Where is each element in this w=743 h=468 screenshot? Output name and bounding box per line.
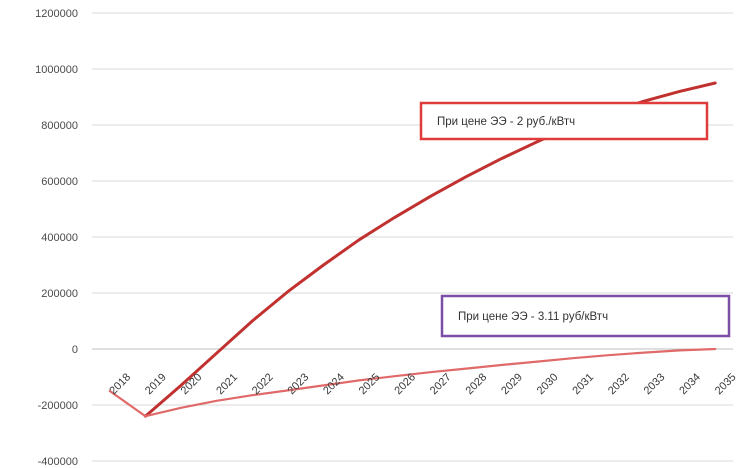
x-axis-tick-labels: 2018 2019 2020 2021 2022 2023 2024 2025 2026 2027… — [107, 371, 738, 397]
x-tick-label: 2021 — [214, 371, 240, 397]
x-tick-label: 2024 — [321, 371, 347, 397]
y-tick-label: 1200000 — [35, 8, 78, 20]
x-tick-label: 2020 — [179, 371, 205, 397]
x-tick-label: 2019 — [143, 371, 169, 397]
x-tick-label: 2033 — [642, 371, 668, 397]
y-tick-label: 800000 — [41, 120, 78, 132]
x-tick-label: 2023 — [285, 371, 311, 397]
y-tick-label: -400000 — [38, 456, 78, 468]
y-tick-label: -200000 — [38, 400, 78, 412]
anno-2rub-label: При цене ЭЭ - 2 руб./кВтч — [437, 116, 575, 128]
x-tick-label: 2031 — [570, 371, 596, 397]
x-tick-label: 2032 — [606, 371, 632, 397]
anno-2rub: При цене ЭЭ - 2 руб./кВтч — [419, 101, 709, 141]
anno-311rub-label: При цене ЭЭ - 3.11 руб/кВтч — [458, 311, 608, 323]
anno-311rub: При цене ЭЭ - 3.11 руб/кВтч — [440, 294, 731, 338]
y-axis-tick-labels: -400000 -200000 0 200000 400000 600000 800000 1… — [35, 8, 78, 468]
y-tick-label: 400000 — [41, 232, 78, 244]
x-tick-label: 2030 — [535, 371, 561, 397]
x-tick-label: 2029 — [499, 371, 525, 397]
annotations: При цене ЭЭ - 2 руб./кВтч При цене ЭЭ - 3… — [419, 101, 731, 338]
y-tick-label: 200000 — [41, 288, 78, 300]
x-tick-label: 2018 — [107, 371, 133, 397]
x-tick-label: 2035 — [713, 371, 739, 397]
y-tick-label: 600000 — [41, 176, 78, 188]
x-tick-label: 2028 — [464, 371, 490, 397]
x-tick-label: 2025 — [357, 371, 383, 397]
x-tick-label: 2027 — [428, 371, 454, 397]
anno-311rub-box — [440, 294, 731, 338]
series-line-2 — [108, 347, 717, 418]
x-tick-label: 2034 — [677, 371, 703, 397]
y-tick-label: 1000000 — [35, 64, 78, 76]
anno-2rub-box — [419, 101, 709, 141]
y-tick-label: 0 — [72, 344, 78, 356]
